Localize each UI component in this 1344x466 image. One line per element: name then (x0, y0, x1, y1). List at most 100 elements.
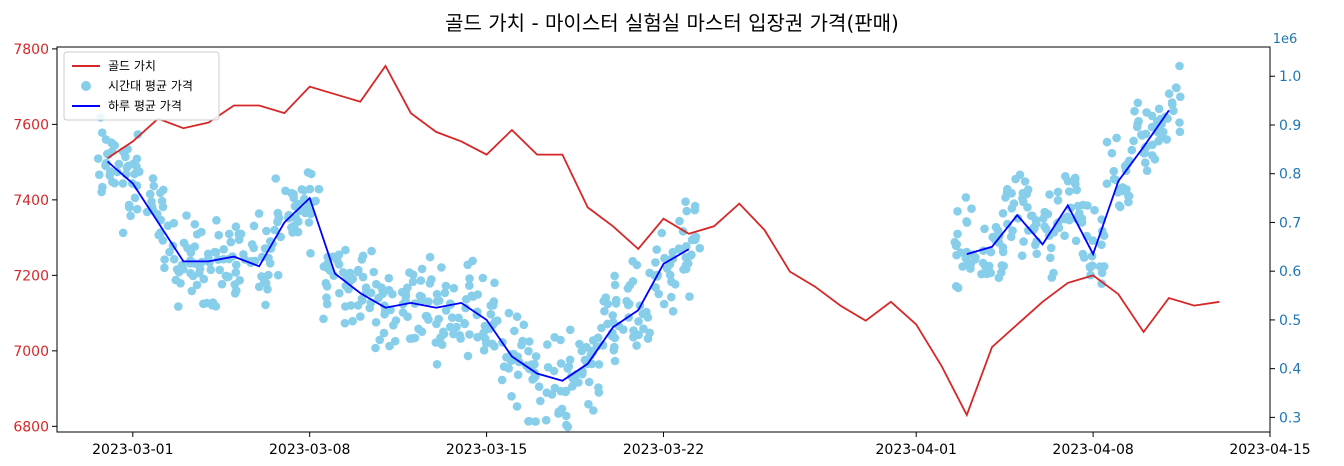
scatter-point (629, 326, 638, 335)
scatter-point (441, 281, 451, 291)
scatter-point (584, 377, 594, 387)
scatter-point (651, 283, 660, 292)
scatter-point (574, 378, 583, 387)
scatter-point (609, 345, 618, 355)
scatter-point (447, 313, 457, 322)
scatter-point (176, 279, 185, 288)
scatter-point (608, 311, 617, 320)
scatter-point (1142, 142, 1151, 151)
scatter-point (478, 273, 488, 283)
scatter-point (563, 364, 572, 373)
scatter-point (304, 218, 314, 227)
scatter-point (463, 351, 473, 361)
scatter-point (270, 225, 279, 235)
scatter-point (416, 276, 426, 285)
scatter-point (187, 286, 197, 296)
scatter-point (417, 264, 427, 274)
scatter-point (149, 181, 159, 191)
x-tick-label: 2023-04-15 (1229, 442, 1310, 458)
scatter-point (659, 299, 669, 309)
scatter-point (610, 356, 620, 366)
scatter-point (322, 299, 332, 309)
scatter-point (507, 392, 516, 401)
scatter-point (182, 211, 191, 220)
scatter-point (999, 261, 1008, 271)
gold-value-line (107, 64, 1220, 418)
scatter-point (154, 230, 163, 240)
scatter-point (994, 273, 1004, 283)
scatter-point (1137, 130, 1146, 140)
scatter-point (334, 250, 344, 259)
scatter-point (610, 271, 619, 281)
scatter-point (405, 268, 414, 277)
scatter-point (102, 158, 111, 168)
scatter-point (1078, 249, 1088, 259)
left-y-tick-label: 7800 (13, 42, 49, 58)
scatter-point (311, 196, 320, 206)
scatter-point (652, 245, 661, 254)
scatter-point (681, 260, 691, 270)
scatter-point (159, 185, 168, 195)
scatter-point (357, 296, 367, 305)
scatter-point (372, 279, 381, 289)
scatter-point (264, 270, 273, 280)
scatter-point (169, 254, 179, 264)
scatter-point (550, 333, 559, 342)
x-tick-label: 2023-03-22 (623, 442, 704, 458)
scatter-point (953, 207, 962, 216)
scatter-point (682, 206, 691, 216)
scatter-point (294, 206, 304, 215)
scatter-point (1026, 211, 1036, 221)
scatter-point (371, 318, 381, 327)
scatter-point (1077, 214, 1087, 223)
scatter-point (366, 288, 376, 298)
scatter-point (414, 324, 423, 334)
scatter-point (629, 332, 638, 342)
scatter-point (113, 167, 122, 177)
scatter-point (686, 251, 695, 260)
scatter-point (642, 307, 651, 317)
scatter-point (978, 258, 988, 268)
scatter-point (1141, 158, 1150, 167)
scatter-point (1090, 205, 1099, 215)
scatter-point (1019, 197, 1028, 207)
scatter-point (190, 242, 199, 251)
scatter-point (634, 317, 643, 326)
scatter-point (449, 283, 459, 293)
right-axis-offset-text: 1e6 (1273, 32, 1298, 47)
scatter-point (556, 386, 566, 396)
scatter-point (502, 353, 511, 362)
right-y-tick-label: 0.3 (1279, 410, 1301, 426)
scatter-point (1007, 189, 1016, 198)
scatter-point (950, 237, 960, 247)
scatter-point (224, 229, 234, 239)
scatter-point (998, 247, 1008, 257)
scatter-point (1102, 137, 1112, 147)
scatter-point (490, 342, 499, 351)
scatter-point (962, 218, 972, 227)
scatter-point (344, 284, 353, 294)
scatter-point (114, 159, 124, 169)
x-tick-label: 2023-04-08 (1052, 442, 1133, 458)
scatter-point (132, 204, 142, 214)
scatter-point (230, 289, 240, 298)
scatter-point (667, 277, 676, 287)
scatter-point (1172, 83, 1181, 93)
scatter-point (353, 267, 363, 277)
scatter-point (1017, 251, 1027, 260)
scatter-point (371, 343, 380, 353)
scatter-point (962, 247, 971, 257)
scatter-point (675, 216, 684, 226)
scatter-point (190, 220, 200, 229)
scatter-point (289, 189, 298, 199)
scatter-point (408, 277, 418, 287)
scatter-point (128, 159, 138, 169)
scatter-point (276, 232, 286, 242)
scatter-point (206, 265, 216, 275)
scatter-point (437, 263, 446, 272)
plot-area (93, 61, 1220, 432)
scatter-point (468, 256, 477, 266)
scatter-point (148, 174, 158, 183)
scatter-point (145, 189, 155, 199)
scatter-point (1009, 199, 1019, 208)
